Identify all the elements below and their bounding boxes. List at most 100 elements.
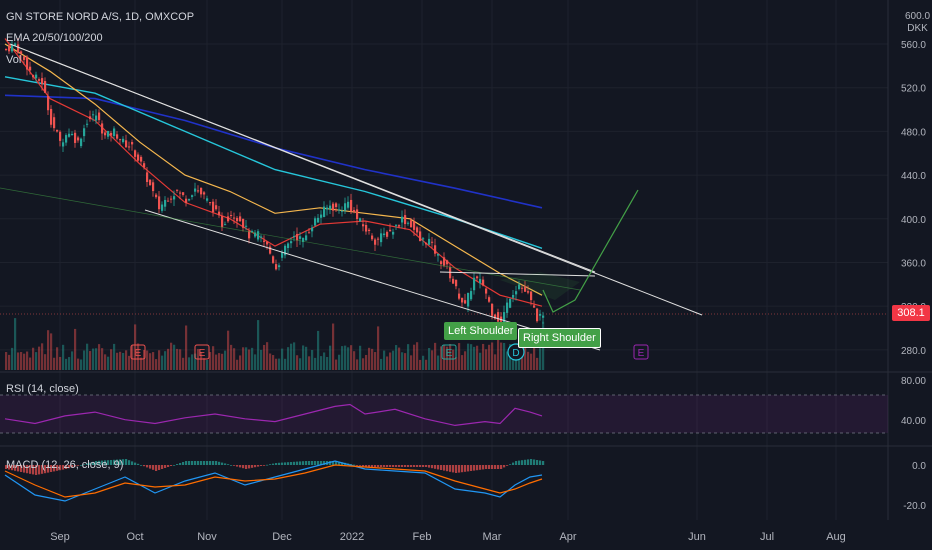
volume-bar [311,350,314,370]
time-axis[interactable]: Sep Oct Nov Dec 2022 Feb Mar Apr Jun Jul Aug [50,531,846,543]
projection-path [542,189,639,313]
macd-histogram-bar [269,464,272,465]
time-tick-label: Jul [760,531,774,543]
volume-bar [122,352,125,370]
candle-body [314,218,317,226]
volume-bar [323,352,326,370]
candle-body [89,116,92,120]
volume-bar [347,347,350,370]
volume-bar [341,346,344,370]
ema-legend[interactable]: EMA 20/50/100/200 [6,32,103,44]
candle-body [107,131,110,137]
macd-legend[interactable]: MACD (12, 26, close, 9) [6,459,124,471]
candle-body [98,112,101,121]
candle-body [173,196,176,200]
candle-body [488,297,491,302]
rsi-pane [0,394,888,434]
volume-bar [473,346,476,370]
volume-bar [35,352,38,370]
candle-body [338,209,341,211]
macd-histogram-bar [20,465,23,472]
macd-histogram-bar [287,462,290,465]
volume-bar [17,352,20,370]
candle-body [536,308,539,322]
candle-body [251,231,254,233]
right-shoulder-label[interactable]: Right Shoulder [518,328,601,348]
candle-body [161,204,164,211]
candle-body [176,189,179,191]
candle-body [395,224,398,226]
candle-body [230,215,233,217]
rsi-legend[interactable]: RSI (14, close) [6,383,79,395]
macd-histogram-bar [62,465,65,470]
volume-bar [74,328,77,370]
volume-bar [227,330,230,370]
volume-bar [500,342,503,370]
candle-body [503,312,506,325]
event-markers[interactable]: E E E ED [130,343,649,361]
macd-histogram-bar [281,462,284,465]
volume-bar [335,359,338,370]
volume-bar [203,358,206,370]
price-tick-label: 280.0 [901,346,926,357]
volume-bar [419,359,422,370]
trendlines [0,43,703,351]
left-shoulder-label[interactable]: Left Shoulder [444,322,518,340]
earnings-marker-label: E [446,348,453,359]
macd-histogram-bar [500,465,503,469]
candle-body [158,196,161,210]
volume-bar [263,344,266,370]
volume-bar [242,347,245,370]
candle-body [410,220,413,228]
volume-bar [299,358,302,370]
volume-legend[interactable]: Vol [6,54,22,66]
candle-body [533,305,536,308]
macd-histogram-bar [302,461,305,465]
candle-body [266,241,269,245]
macd-histogram-bar [404,465,407,467]
macd-histogram-bar [425,465,428,467]
candle-body [116,134,119,139]
volume-bar [104,354,107,370]
volume-bar [329,345,332,370]
macd-histogram-bar [92,461,95,465]
signal-line [4,464,543,498]
volume-bar [527,351,530,370]
candle-body [494,314,497,319]
candle-body [41,78,44,85]
macd-histogram-bar [341,462,344,465]
time-tick-label: Jun [688,531,706,543]
candle-body [317,217,320,223]
volume-bar [47,330,50,370]
candle-body [242,218,245,228]
volume-bar [167,348,170,370]
volume-bar [449,343,452,370]
volume-bar [530,353,533,370]
volume-bar [506,351,509,370]
candle-body [524,286,527,292]
volume-bar [308,356,311,370]
candle-body [38,79,41,81]
candle-body [383,233,386,236]
macd-histogram-bar [539,460,542,465]
volume-bar [350,345,353,370]
candle-body [80,138,83,147]
volume-bar [185,325,188,370]
candle-body [56,129,59,132]
candle-body [146,172,149,183]
volume-bar [29,357,32,370]
candle-body [407,222,410,224]
price-axis[interactable]: 280.0320.0360.0400.0440.0480.0520.0560.0… [901,40,926,512]
earnings-marker-label: E [135,348,142,359]
volume-bar [32,347,35,370]
volume-bar [305,346,308,370]
macd-histogram-bar [41,465,44,474]
macd-histogram-bar [395,465,398,467]
candle-body [104,132,107,136]
candle-body [446,260,449,265]
macd-histogram-bar [170,465,173,466]
volume-bar [413,344,416,370]
volume-bar [107,356,110,370]
candle-body [50,108,53,125]
